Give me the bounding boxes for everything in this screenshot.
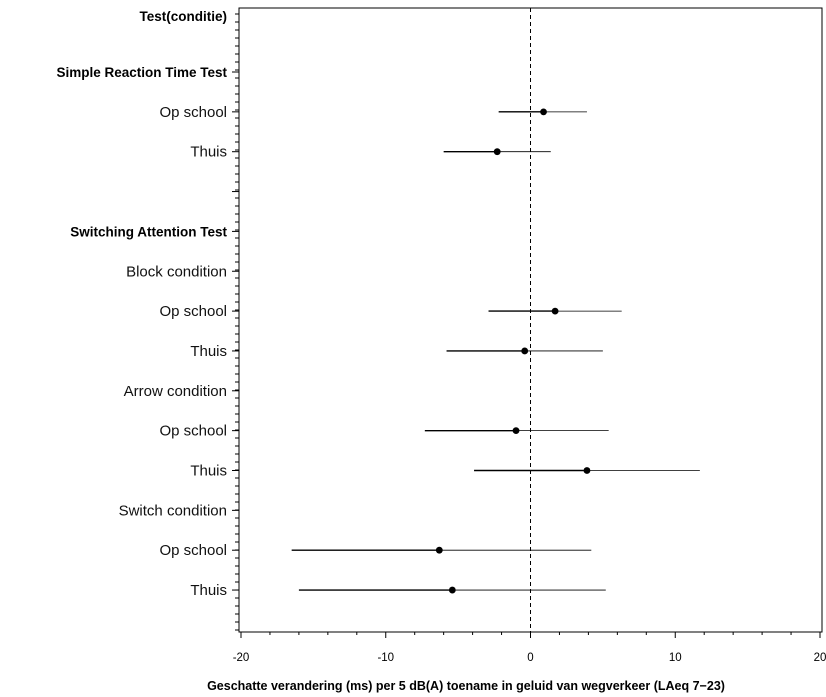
x-tick-label: -10 — [377, 652, 394, 664]
row-label: Op school — [159, 542, 227, 559]
point-estimate — [583, 467, 591, 474]
x-axis-label: Geschatte verandering (ms) per 5 dB(A) t… — [207, 679, 725, 693]
row-label: Op school — [159, 423, 227, 440]
point-estimate — [435, 546, 443, 554]
section-heading: Switching Attention Test — [70, 224, 227, 239]
x-tick-label: 10 — [669, 652, 682, 664]
point-estimate — [493, 148, 501, 156]
column-header: Test(conditie) — [140, 9, 228, 24]
point-estimate — [521, 347, 529, 355]
row-label: Thuis — [190, 144, 227, 161]
point-estimate — [448, 586, 456, 594]
row-label: Thuis — [190, 343, 227, 360]
row-label: Block condition — [126, 263, 227, 280]
point-estimate — [512, 427, 520, 435]
row-label: Thuis — [190, 463, 227, 480]
row-label: Op school — [159, 303, 227, 320]
row-label: Thuis — [190, 582, 227, 599]
row-label: Arrow condition — [124, 383, 227, 400]
row-label: Op school — [159, 104, 227, 121]
point-estimate — [551, 307, 559, 315]
point-estimate — [540, 108, 547, 116]
section-heading: Simple Reaction Time Test — [56, 65, 227, 80]
row-label: Switch condition — [119, 502, 227, 519]
x-tick-label: 20 — [814, 652, 826, 664]
x-tick-label: -20 — [233, 652, 250, 664]
x-tick-label: 0 — [527, 652, 533, 664]
